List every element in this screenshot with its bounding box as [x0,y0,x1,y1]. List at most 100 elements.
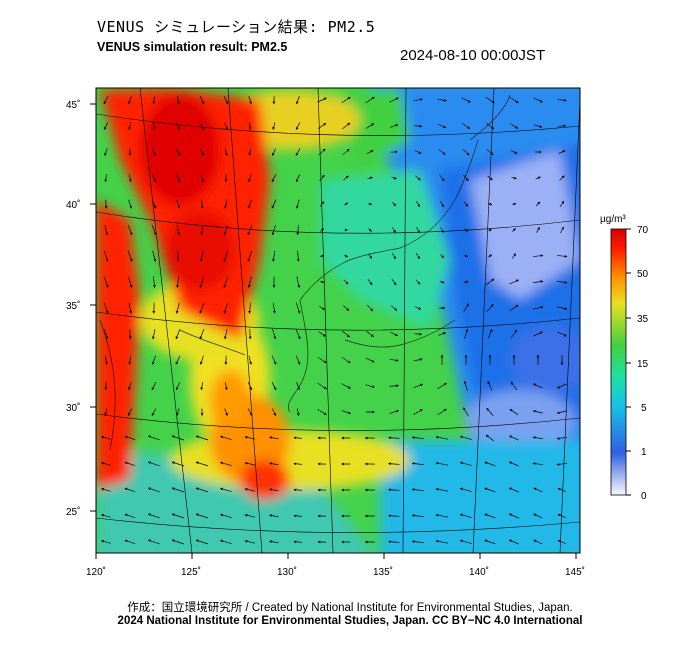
wind-arrow [199,328,205,340]
coastlines [99,94,511,451]
wind-arrow [101,461,111,466]
wind-arrow [390,331,399,337]
wind-arrow [296,199,300,209]
wind-arrow [151,224,157,236]
wind-arrow [272,250,276,262]
wind-arrow [199,302,205,314]
wind-arrow [368,202,373,206]
wind-arrow [508,461,519,467]
wind-arrow [535,176,541,180]
wind-arrow [366,304,374,312]
wind-arrow [296,225,300,236]
wind-arrow [556,410,567,414]
wind-arrow [272,148,276,156]
wind-arrow [461,97,471,103]
wind-arrow [151,408,157,416]
wind-arrow [124,539,136,545]
wind-arrow [344,254,349,258]
wind-arrow [437,98,447,102]
wind-arrow [557,539,567,545]
wind-arrow [124,461,136,467]
wind-arrow [104,328,109,340]
wind-arrow [411,514,424,518]
wind-arrow [512,202,517,206]
wind-arrow [533,97,543,103]
wind-arrow [175,328,181,340]
wind-arrow [296,276,301,288]
wind-arrow [439,306,446,310]
wind-arrow [176,225,180,236]
wind-arrow [293,436,303,440]
wind-arrow [271,382,277,391]
wind-arrow [532,462,544,466]
wind-arrow [556,254,568,258]
wind-arrow [199,250,204,262]
wind-arrow [248,96,252,105]
wind-arrow [512,253,516,259]
wind-arrow [486,149,494,155]
wind-arrow [247,250,253,262]
wind-arrow [508,539,519,545]
wind-arrow [415,201,421,208]
wind-arrow [124,435,136,441]
wind-arrow [128,174,132,183]
colorbar-tick-0: 0 [641,491,647,502]
wind-arrow [557,513,567,519]
wind-arrow [508,487,519,493]
wind-arrow [389,384,399,388]
title-japanese: VENUS シミュレーション結果: PM2.5 [97,18,376,36]
wind-arrow [247,199,253,209]
wind-arrow [488,254,492,258]
wind-arrow [463,174,469,182]
wind-arrow [388,488,400,492]
wind-arrow [343,279,349,285]
wind-arrow [104,174,108,183]
wind-arrow [128,302,132,314]
wind-arrow [391,176,397,180]
wind-arrow [342,305,350,311]
lon-tick-140: 140˚ [469,566,489,578]
wind-arrow [248,174,252,183]
wind-arrow [269,514,279,518]
wind-arrow [296,95,300,105]
lon-tick-130: 130˚ [277,566,297,578]
lon-tick-125: 125˚ [181,566,201,578]
lat-tick-45: 45˚ [66,99,80,111]
wind-arrow [175,302,180,314]
wind-arrow [559,175,565,181]
wind-arrow [368,228,372,232]
wind-arrow [147,435,160,441]
wind-arrow [413,358,423,362]
wind-arrow [509,435,519,441]
wind-arrow [388,462,400,466]
wind-arrow [484,461,496,467]
credit-line-license: 2024 National Institute for Environmenta… [117,615,583,627]
wind-arrow [533,383,543,389]
wind-arrow [317,97,327,103]
wind-arrow [392,227,396,233]
wind-arrow [557,280,568,284]
wind-arrow [435,435,449,440]
wind-arrow [365,123,375,129]
wind-arrow [271,408,277,416]
wind-arrow [533,513,543,519]
wind-arrow [223,276,229,288]
wind-arrow [463,201,469,207]
wind-arrow [486,303,494,313]
wind-arrow [293,462,303,466]
wind-arrow [271,225,276,236]
wind-arrow [533,539,543,545]
colorbar-tick-1: 1 [641,447,647,458]
wind-arrow [440,253,444,259]
wind-arrow [557,331,567,337]
wind-arrow [219,461,232,466]
wind-arrow [104,199,108,209]
wind-arrow [437,382,447,390]
wind-arrow [365,384,375,388]
wind-arrow [319,306,326,310]
wind-arrow [435,513,449,518]
wind-arrow [532,410,543,414]
wind-arrow [341,356,351,364]
wind-arrow [127,250,133,262]
